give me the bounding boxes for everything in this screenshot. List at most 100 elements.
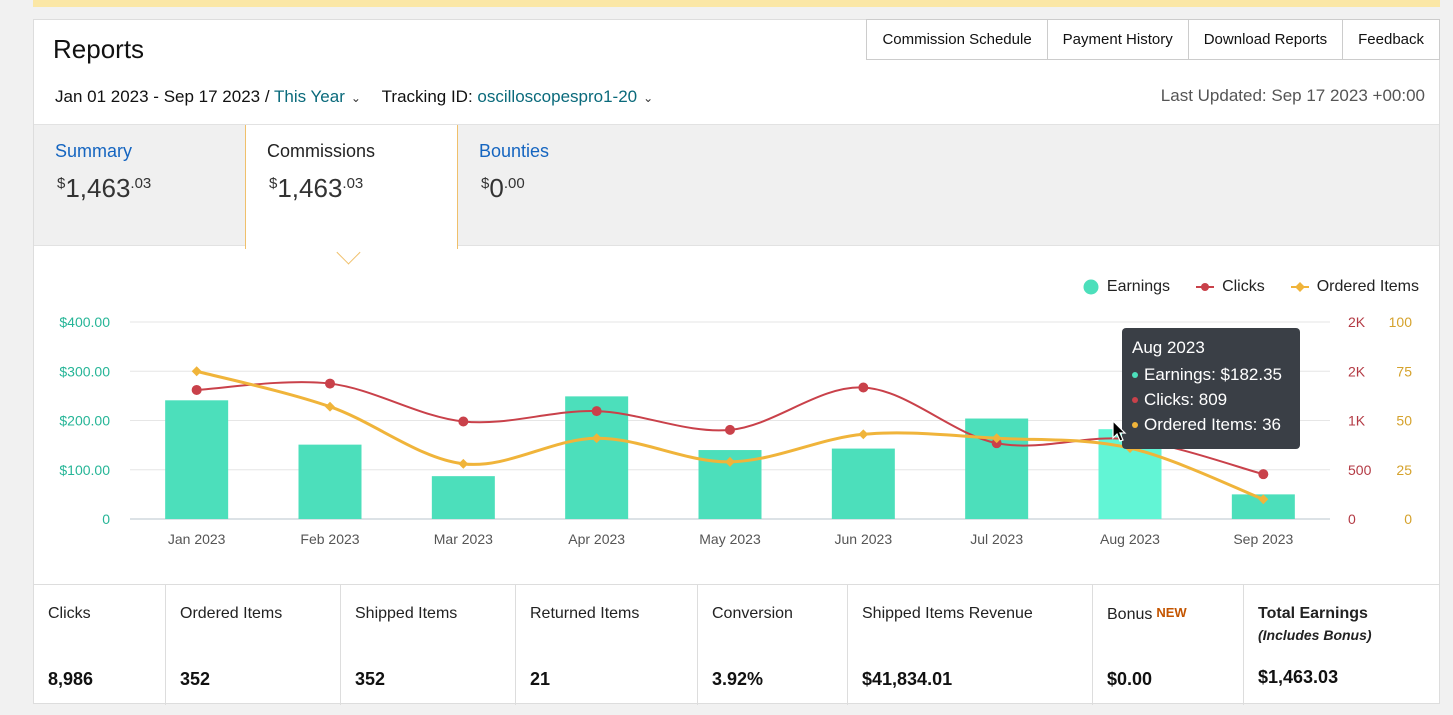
point-clicks xyxy=(591,406,602,417)
summary-tab-label: Summary xyxy=(55,141,133,161)
y-tick-ordered: 50 xyxy=(1396,413,1412,429)
x-tick-label: Jan 2023 xyxy=(168,531,226,547)
y-tick-left: 0 xyxy=(102,511,110,527)
summary-band: Summary $1,463.03 Commissions $1,463.03 … xyxy=(34,124,1439,249)
chevron-down-icon: ⌄ xyxy=(643,90,654,105)
summary-tab-amount: $1,463.03 xyxy=(269,173,363,204)
tooltip-row-ordered: Ordered Items: 36 xyxy=(1132,415,1290,435)
amount-cents: .03 xyxy=(342,175,364,192)
legend-earnings[interactable]: Earnings xyxy=(1083,278,1170,296)
stat-value: $0.00 xyxy=(1107,669,1153,689)
page-title: Reports xyxy=(53,34,145,64)
point-clicks xyxy=(858,382,869,393)
stat-label-text: Bonus xyxy=(1107,606,1153,623)
earnings-dot-icon xyxy=(1083,279,1099,295)
y-tick-left: $200.00 xyxy=(59,413,110,429)
currency-symbol: $ xyxy=(481,175,490,192)
stat-label: Clicks xyxy=(48,605,91,622)
amount-main: 1,463 xyxy=(65,173,131,203)
tracking-id-label: Tracking ID: xyxy=(381,87,473,106)
x-tick-label: Apr 2023 xyxy=(568,531,625,547)
x-tick-label: Mar 2023 xyxy=(434,531,493,547)
report-tabs: Commission Schedule Payment History Down… xyxy=(866,19,1440,60)
y-tick-ordered: 0 xyxy=(1404,511,1412,527)
tooltip-title: Aug 2023 xyxy=(1132,338,1205,357)
point-ordered-items xyxy=(858,429,869,440)
stat-bonus: Bonus NEW $0.00 xyxy=(1093,585,1244,705)
summary-tab-label: Commissions xyxy=(267,141,376,161)
stat-value: $1,463.03 xyxy=(1258,667,1339,687)
earnings-dot-icon xyxy=(1132,372,1138,378)
summary-tab-bounties[interactable]: Bounties $0.00 xyxy=(458,125,658,245)
stat-value: 352 xyxy=(355,669,386,689)
stat-value: 8,986 xyxy=(48,669,94,689)
legend-label: Earnings xyxy=(1106,278,1171,295)
chevron-down-icon: ⌄ xyxy=(350,90,361,105)
stat-clicks: Clicks 8,986 xyxy=(34,585,166,705)
bar-earnings xyxy=(565,396,629,519)
x-tick-label: Sep 2023 xyxy=(1233,531,1293,547)
amount-main: 0 xyxy=(489,173,504,203)
stat-value: $41,834.01 xyxy=(862,669,953,689)
date-preset-dropdown[interactable]: This Year ⌄ xyxy=(274,87,361,106)
report-filters: Jan 01 2023 - Sep 17 2023 / This Year ⌄ T… xyxy=(55,87,653,107)
y-tick-clicks: 500 xyxy=(1348,462,1372,478)
point-ordered-items xyxy=(1258,494,1269,505)
y-tick-ordered: 25 xyxy=(1396,462,1412,478)
point-ordered-items xyxy=(325,401,335,412)
tab-payment-history[interactable]: Payment History xyxy=(1047,19,1189,60)
stat-label: Ordered Items xyxy=(180,605,283,622)
y-tick-left: $400.00 xyxy=(59,314,110,330)
stat-conversion: Conversion 3.92% xyxy=(698,585,848,705)
tab-download-reports[interactable]: Download Reports xyxy=(1188,19,1344,60)
tracking-id-dropdown[interactable]: oscilloscopespro1-20 ⌄ xyxy=(477,87,653,106)
y-tick-left: $100.00 xyxy=(59,462,110,478)
legend-clicks[interactable]: Clicks xyxy=(1196,278,1265,296)
stat-ordered-items: Ordered Items 352 xyxy=(166,585,341,705)
ordered-line-icon xyxy=(1290,282,1309,292)
point-clicks xyxy=(1258,469,1269,480)
stat-total-earnings: Total Earnings (Includes Bonus) $1,463.03 xyxy=(1244,585,1439,705)
amount-cents: .03 xyxy=(130,175,152,192)
stats-bar: Clicks 8,986 Ordered Items 352 Shipped I… xyxy=(34,584,1439,705)
point-clicks xyxy=(191,384,202,395)
legend-label: Ordered Items xyxy=(1316,278,1419,295)
x-tick-label: Feb 2023 xyxy=(300,531,359,547)
y-tick-left: $300.00 xyxy=(59,363,110,379)
amount-cents: .00 xyxy=(503,175,525,192)
tooltip-row-clicks: Clicks: 809 xyxy=(1132,390,1290,410)
bar-earnings xyxy=(831,448,895,519)
stat-label: Bonus NEW xyxy=(1107,605,1187,624)
summary-tab-label: Bounties xyxy=(479,141,550,161)
tooltip-row-earnings: Earnings: $182.35 xyxy=(1132,365,1290,385)
bar-earnings xyxy=(431,476,495,519)
y-tick-clicks: 2K xyxy=(1348,363,1366,379)
last-updated: Last Updated: Sep 17 2023 +00:00 xyxy=(1160,86,1425,105)
x-tick-label: Aug 2023 xyxy=(1100,531,1160,547)
x-tick-label: Jul 2023 xyxy=(970,531,1023,547)
legend-ordered-items[interactable]: Ordered Items xyxy=(1290,278,1419,296)
y-tick-clicks: 0 xyxy=(1348,511,1356,527)
y-tick-ordered: 100 xyxy=(1389,314,1413,330)
stat-shipped-items: Shipped Items 352 xyxy=(341,585,516,705)
summary-tab-amount: $1,463.03 xyxy=(57,173,151,204)
tab-commission-schedule[interactable]: Commission Schedule xyxy=(866,19,1048,60)
tooltip-earnings: Earnings: $182.35 xyxy=(1144,365,1282,384)
stat-label: Conversion xyxy=(712,605,793,622)
summary-tab-commissions[interactable]: Commissions $1,463.03 xyxy=(245,125,458,249)
tab-feedback[interactable]: Feedback xyxy=(1343,19,1440,60)
summary-tab-amount: $0.00 xyxy=(481,173,525,204)
tooltip-clicks: Clicks: 809 xyxy=(1144,390,1228,409)
summary-tab-summary[interactable]: Summary $1,463.03 xyxy=(34,125,245,245)
point-ordered-items xyxy=(591,433,602,444)
y-tick-ordered: 75 xyxy=(1396,363,1412,379)
legend-label: Clicks xyxy=(1222,278,1265,295)
tooltip-ordered: Ordered Items: 36 xyxy=(1144,415,1282,434)
currency-symbol: $ xyxy=(57,175,66,192)
point-ordered-items xyxy=(191,366,202,377)
clicks-dot-icon xyxy=(1132,397,1138,403)
stat-value: 3.92% xyxy=(712,669,764,689)
stat-label: Shipped Items xyxy=(355,605,458,622)
bar-earnings xyxy=(298,444,362,519)
earnings-chart: 0 0 0 $100.00 500 25 $200.00 1K 50 $300.00 2K 75 $40… xyxy=(59,314,1413,547)
